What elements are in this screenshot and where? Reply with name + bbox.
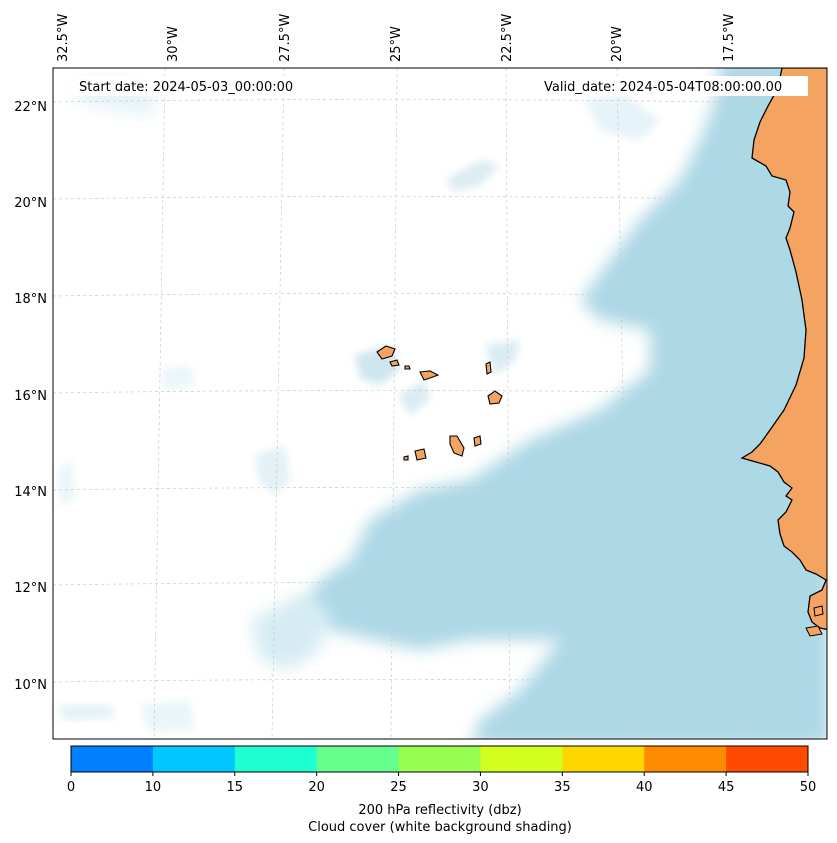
latitude-labels: 22°N 20°N 18°N 16°N 14°N 12°N 10°N bbox=[14, 100, 47, 693]
parallel-12n bbox=[53, 582, 827, 588]
cloud-patch-far-left bbox=[58, 460, 75, 505]
cloud-patch-islands3 bbox=[485, 340, 520, 375]
cape-verde-islands bbox=[376, 345, 503, 461]
parallel-22n bbox=[53, 99, 827, 105]
meridian-30w bbox=[153, 68, 166, 739]
cloud-patch-north bbox=[445, 160, 500, 192]
colorbar-tick-label: 15 bbox=[227, 780, 244, 795]
cloud-band-west bbox=[250, 595, 330, 670]
cloud-cover bbox=[58, 68, 827, 739]
colorbar-swatch bbox=[726, 746, 809, 772]
colorbar-tick-label: 25 bbox=[390, 780, 407, 795]
lon-label-25w: 25°W bbox=[389, 26, 404, 62]
parallel-18n bbox=[53, 293, 827, 299]
colorbar-tick-label: 30 bbox=[472, 780, 489, 795]
island-sao-nicolau bbox=[419, 370, 440, 381]
cloud-patch-bottom-mid bbox=[140, 700, 195, 732]
colorbar-tick-label: 50 bbox=[800, 780, 817, 795]
colorbar-swatch bbox=[152, 746, 236, 772]
lon-label-17-5w: 17.5°W bbox=[722, 14, 737, 62]
meridian-17-5w bbox=[726, 68, 749, 739]
cloud-patch-islands2 bbox=[398, 380, 430, 415]
colorbar-tick-label: 10 bbox=[145, 780, 162, 795]
map-panel bbox=[53, 68, 827, 739]
island-sal bbox=[485, 361, 492, 375]
longitude-labels: 32.5°W 30°W 27.5°W 25°W 22.5°W 20°W 17.5… bbox=[56, 14, 737, 62]
lon-label-32-5w: 32.5°W bbox=[56, 14, 71, 62]
parallel-20n bbox=[53, 196, 827, 202]
lat-label-14n: 14°N bbox=[14, 485, 47, 500]
cloud-patch-southwest bbox=[255, 445, 290, 495]
colorbar-ticks: 0 10 15 20 25 30 35 40 45 50 bbox=[67, 772, 816, 795]
start-date-box: Start date: 2024-05-03_00:00:00 bbox=[71, 76, 312, 96]
meridian-22-5w bbox=[505, 68, 511, 739]
colorbar-swatch bbox=[71, 746, 154, 772]
lat-label-22n: 22°N bbox=[14, 100, 47, 115]
island-brava bbox=[403, 455, 409, 461]
colorbar-tick-label: 45 bbox=[718, 780, 735, 795]
cloud-patch-mid-left bbox=[160, 365, 195, 390]
lat-label-10n: 10°N bbox=[14, 678, 47, 693]
cloud-mass-main bbox=[300, 68, 827, 739]
valid-date-text: Valid_date: 2024-05-04T08:00:00.00 bbox=[544, 80, 782, 95]
colorbar: 0 10 15 20 25 30 35 40 45 50 200 hPa reflectivity… bbox=[67, 745, 816, 835]
colorbar-swatch bbox=[480, 746, 563, 772]
lat-label-18n: 18°N bbox=[14, 292, 47, 307]
cloud-patch-bottom-left bbox=[60, 705, 115, 720]
island-boa-vista bbox=[487, 390, 503, 405]
island-santo-antao bbox=[376, 345, 396, 360]
lon-label-27-5w: 27.5°W bbox=[278, 14, 293, 62]
lon-label-30w: 30°W bbox=[166, 26, 181, 62]
lon-label-22-5w: 22.5°W bbox=[500, 14, 515, 62]
colorbar-tick-label: 0 bbox=[67, 780, 75, 795]
africa-coast bbox=[740, 68, 827, 631]
parallel-14n bbox=[53, 487, 827, 493]
start-date-text: Start date: 2024-05-03_00:00:00 bbox=[79, 80, 293, 95]
parallel-10n bbox=[53, 679, 827, 685]
colorbar-swatch bbox=[234, 746, 318, 772]
colorbar-sublabel: Cloud cover (white background shading) bbox=[308, 820, 572, 835]
colorbar-tick-label: 20 bbox=[308, 780, 325, 795]
lat-label-20n: 20°N bbox=[14, 196, 47, 211]
cloud-patch-north2 bbox=[585, 95, 660, 140]
island-santiago bbox=[449, 435, 465, 457]
valid-date-box: Valid_date: 2024-05-04T08:00:00.00 bbox=[538, 76, 808, 96]
colorbar-swatches bbox=[71, 746, 809, 772]
bissagos-islands-2 bbox=[813, 605, 824, 617]
map-frame bbox=[52, 67, 828, 740]
bissagos-islands bbox=[805, 625, 823, 637]
colorbar-frame bbox=[70, 745, 809, 773]
colorbar-swatch bbox=[316, 746, 400, 772]
colorbar-swatch bbox=[562, 746, 645, 772]
lat-label-16n: 16°N bbox=[14, 389, 47, 404]
meridian-25w bbox=[390, 68, 398, 739]
lat-label-12n: 12°N bbox=[14, 581, 47, 596]
colorbar-swatch bbox=[644, 746, 727, 772]
meridian-20w bbox=[616, 68, 630, 739]
colorbar-tick-label: 40 bbox=[636, 780, 653, 795]
lon-label-20w: 20°W bbox=[610, 26, 625, 62]
island-fogo bbox=[414, 448, 427, 461]
island-santa-luzia bbox=[404, 365, 411, 370]
island-sao-vicente bbox=[389, 359, 400, 367]
colorbar-tick-label: 35 bbox=[554, 780, 571, 795]
colorbar-label: 200 hPa reflectivity (dbz) bbox=[358, 803, 521, 818]
meridian-27-5w bbox=[271, 68, 285, 739]
graticule bbox=[53, 68, 827, 739]
island-maio bbox=[473, 435, 482, 447]
parallel-16n bbox=[53, 390, 827, 396]
colorbar-swatch bbox=[398, 746, 481, 772]
